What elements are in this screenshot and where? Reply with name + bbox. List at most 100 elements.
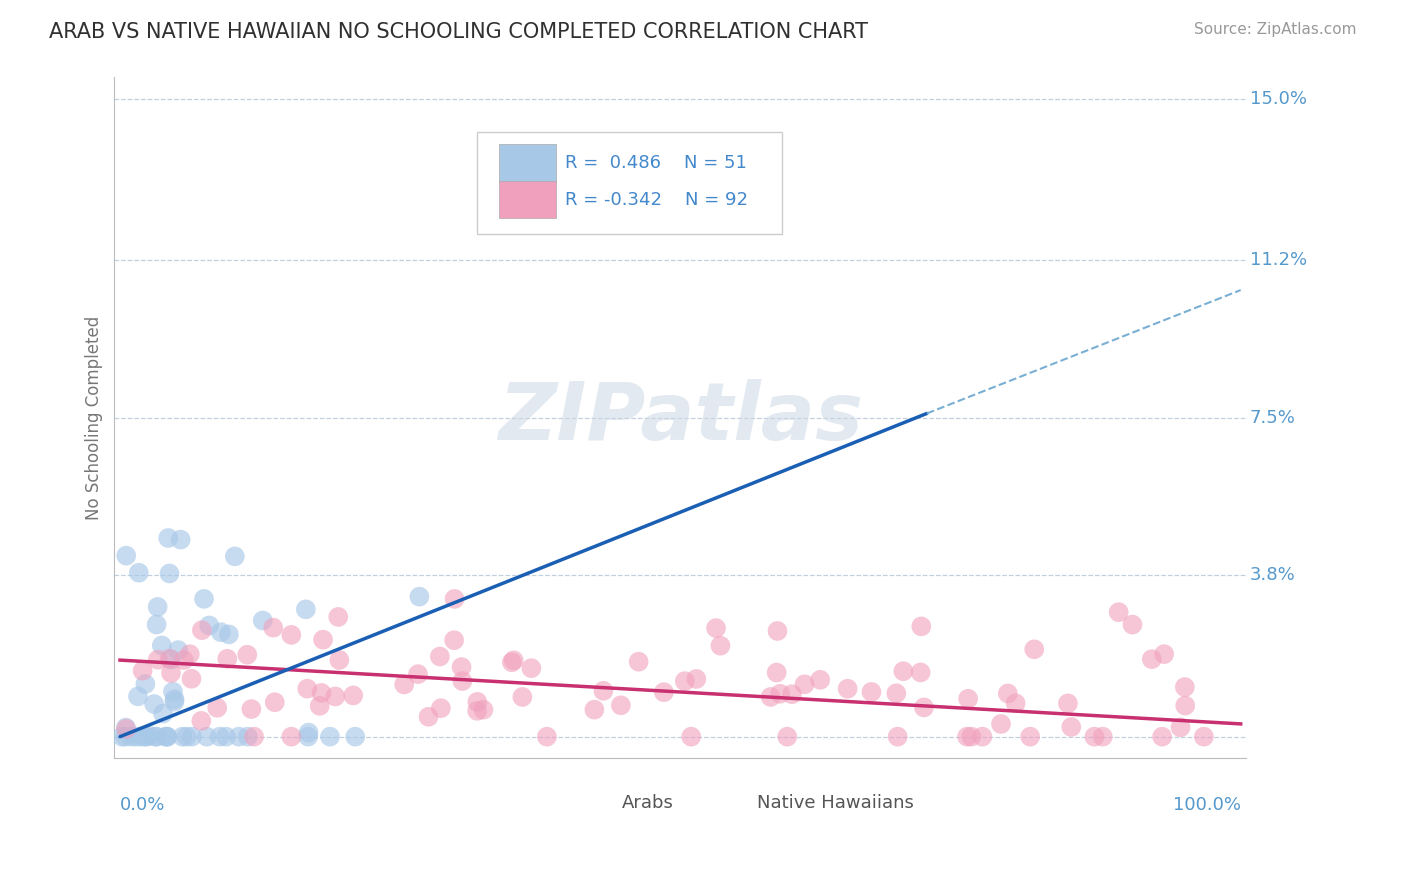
Point: [627, 655, 650, 669]
Point: [180, 672, 202, 686]
Point: [114, 730, 136, 744]
Point: [146, 599, 169, 614]
Point: [215, 730, 238, 744]
Point: [120, 730, 142, 744]
Point: [912, 700, 935, 714]
FancyBboxPatch shape: [477, 132, 782, 234]
Point: [297, 725, 319, 739]
Text: 3.8%: 3.8%: [1250, 566, 1295, 584]
Point: [709, 639, 731, 653]
Point: [252, 614, 274, 628]
Point: [418, 710, 440, 724]
Point: [312, 632, 335, 647]
Point: [1140, 652, 1163, 666]
Point: [765, 665, 787, 680]
Point: [311, 686, 333, 700]
Point: [170, 533, 193, 547]
Point: [156, 730, 179, 744]
Point: [163, 695, 186, 709]
Point: [167, 643, 190, 657]
Point: [501, 655, 523, 669]
Point: [145, 617, 167, 632]
Point: [1108, 605, 1130, 619]
Point: [162, 684, 184, 698]
Point: [583, 703, 606, 717]
Point: [190, 714, 212, 728]
Point: [342, 689, 364, 703]
Text: Native Hawaiians: Native Hawaiians: [758, 794, 914, 812]
Point: [766, 624, 789, 638]
Point: [837, 681, 859, 696]
Text: 100.0%: 100.0%: [1173, 797, 1240, 814]
Point: [218, 627, 240, 641]
Point: [297, 730, 319, 744]
Point: [217, 652, 239, 666]
Point: [152, 706, 174, 721]
Point: [1004, 696, 1026, 710]
Text: 0.0%: 0.0%: [120, 797, 166, 814]
Point: [193, 591, 215, 606]
Point: [408, 590, 430, 604]
Point: [135, 730, 157, 744]
Point: [205, 700, 228, 714]
Point: [685, 672, 707, 686]
Point: [240, 702, 263, 716]
Point: [860, 685, 883, 699]
Point: [319, 730, 342, 744]
Text: 15.0%: 15.0%: [1250, 90, 1306, 108]
Point: [652, 685, 675, 699]
Point: [1192, 730, 1215, 744]
Point: [759, 690, 782, 704]
Text: Arabs: Arabs: [621, 794, 673, 812]
Point: [610, 698, 633, 713]
Text: ARAB VS NATIVE HAWAIIAN NO SCHOOLING COMPLETED CORRELATION CHART: ARAB VS NATIVE HAWAIIAN NO SCHOOLING COM…: [49, 22, 869, 42]
Point: [450, 660, 472, 674]
Point: [173, 653, 195, 667]
Point: [957, 691, 980, 706]
Point: [1091, 730, 1114, 744]
Point: [430, 701, 453, 715]
Point: [1083, 730, 1105, 744]
Point: [243, 730, 266, 744]
Point: [891, 664, 914, 678]
Point: [592, 683, 614, 698]
Point: [115, 549, 138, 563]
Point: [502, 653, 524, 667]
FancyBboxPatch shape: [709, 790, 754, 816]
Point: [134, 730, 156, 744]
Point: [1170, 720, 1192, 734]
Point: [157, 531, 180, 545]
Point: [115, 721, 138, 735]
Point: [195, 730, 218, 744]
Point: [956, 730, 979, 744]
Point: [465, 704, 488, 718]
Point: [472, 703, 495, 717]
Point: [209, 625, 232, 640]
Point: [160, 665, 183, 680]
Point: [910, 665, 932, 680]
Point: [1152, 730, 1174, 744]
Text: R = -0.342    N = 92: R = -0.342 N = 92: [565, 191, 748, 209]
Point: [443, 633, 465, 648]
Point: [704, 621, 727, 635]
Point: [406, 667, 429, 681]
Point: [776, 730, 799, 744]
Point: [681, 730, 703, 744]
Point: [176, 730, 198, 744]
Point: [179, 647, 201, 661]
Point: [111, 730, 134, 744]
Point: [160, 652, 183, 666]
Point: [228, 730, 250, 744]
FancyBboxPatch shape: [572, 790, 619, 816]
Point: [1060, 720, 1083, 734]
Point: [163, 692, 186, 706]
Point: [451, 674, 474, 689]
Text: 7.5%: 7.5%: [1250, 409, 1295, 426]
Point: [145, 730, 167, 744]
Point: [443, 591, 465, 606]
Point: [138, 729, 160, 743]
Point: [1024, 642, 1046, 657]
Point: [1057, 697, 1080, 711]
Point: [886, 730, 908, 744]
Point: [156, 730, 179, 744]
